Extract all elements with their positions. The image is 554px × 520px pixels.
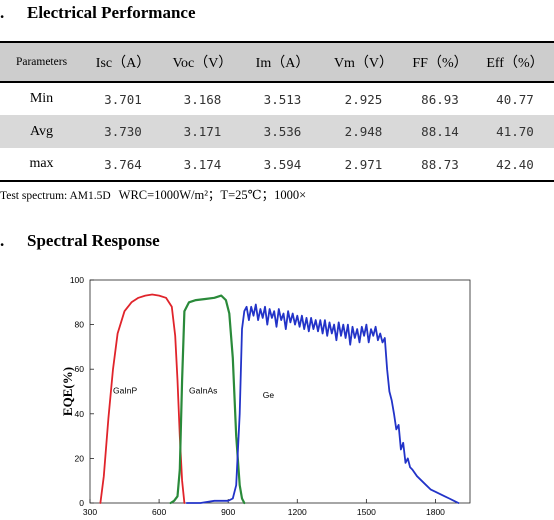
cell-value: 3.764 — [83, 148, 163, 182]
cell-value: 88.73 — [404, 148, 476, 182]
row-label: max — [0, 148, 83, 182]
table-row: max 3.764 3.174 3.594 2.971 88.73 42.40 — [0, 148, 554, 182]
row-label: Min — [29, 91, 54, 106]
plot-border — [89, 279, 471, 504]
y-tick-label: 60 — [75, 364, 85, 374]
test-spectrum: Test spectrum: AM1.5D — [0, 190, 111, 202]
y-tick-label: 80 — [75, 320, 85, 330]
header-eff: Eff（%） — [476, 41, 554, 83]
cell-value: 41.70 — [496, 124, 534, 139]
x-tick-label: 1500 — [357, 507, 376, 517]
cell-value: 88.14 — [421, 124, 459, 139]
cell-value: 3.536 — [263, 124, 302, 139]
section-heading-electrical: . Electrical Performance — [0, 3, 196, 23]
series-lines — [99, 293, 460, 505]
header-vm: Vm（V） — [323, 41, 404, 83]
cell-value: 3.168 — [183, 91, 222, 107]
axis-ticks — [89, 279, 436, 504]
x-tick-label: 900 — [221, 507, 235, 517]
header-voc: Voc（V） — [163, 41, 242, 83]
section-title: Spectral Response — [27, 231, 160, 250]
header-ff: FF（%） — [404, 41, 476, 83]
series-line-gainas — [169, 294, 246, 505]
section-heading-spectral: . Spectral Response — [0, 231, 160, 251]
y-tick-label: 40 — [75, 409, 85, 419]
x-tick-label: 600 — [152, 507, 166, 517]
cell-value: 2.971 — [323, 148, 404, 182]
series-line-ge — [185, 303, 460, 504]
header-parameters: Parameters — [0, 41, 83, 83]
table-row: Min 3.701 3.168 3.513 2.925 86.93 40.77 — [0, 82, 554, 115]
series-label-gainp: GaInP — [113, 386, 137, 396]
electrical-performance-table: Parameters Isc（A） Voc（V） Im（A） Vm（V） FF（… — [0, 41, 554, 182]
section-title: Electrical Performance — [27, 3, 196, 22]
table-header-row: Parameters Isc（A） Voc（V） Im（A） Vm（V） FF（… — [0, 41, 554, 83]
cell-value: 42.40 — [476, 148, 554, 182]
table-row: Avg 3.730 3.171 3.536 2.948 88.14 41.70 — [0, 115, 554, 148]
series-label-ge: Ge — [263, 390, 275, 400]
plot-frame — [89, 279, 471, 504]
cell-value: 3.594 — [242, 148, 323, 182]
cell-value: 3.701 — [104, 91, 142, 107]
row-label: Avg — [29, 123, 54, 139]
x-tick-label: 1800 — [426, 507, 445, 517]
tick-labels: 300 600 900 1200 1500 1800 0 20 40 60 80 100 — [70, 275, 445, 517]
test-conditions-note: Test spectrum: AM1.5D WRC=1000W/m²；T=25℃；… — [0, 184, 306, 203]
y-axis-label: EQE(%) — [60, 367, 75, 416]
test-conditions: WRC=1000W/m²；T=25℃；1000× — [118, 188, 307, 202]
series-labels: GaInP GaInAs Ge — [113, 386, 274, 400]
cell-value: 2.925 — [344, 91, 383, 107]
cell-value: 86.93 — [421, 91, 459, 107]
cell-value: 3.171 — [183, 124, 222, 139]
y-tick-label: 0 — [79, 498, 84, 508]
cell-value: 3.730 — [104, 124, 142, 139]
section-bullet: . — [0, 231, 5, 250]
series-line-gainp — [99, 293, 186, 504]
x-tick-label: 1200 — [288, 507, 307, 517]
cell-value: 3.174 — [163, 148, 242, 182]
y-tick-label: 100 — [70, 275, 84, 285]
cell-value: 3.513 — [263, 91, 302, 107]
header-isc: Isc（A） — [83, 41, 163, 83]
y-tick-label: 20 — [75, 453, 85, 463]
header-im: Im（A） — [242, 41, 323, 83]
section-bullet: . — [0, 3, 5, 22]
cell-value: 40.77 — [496, 91, 534, 107]
cell-value: 2.948 — [344, 124, 383, 139]
series-label-gainas: GaInAs — [189, 386, 217, 396]
x-tick-label: 300 — [83, 507, 97, 517]
